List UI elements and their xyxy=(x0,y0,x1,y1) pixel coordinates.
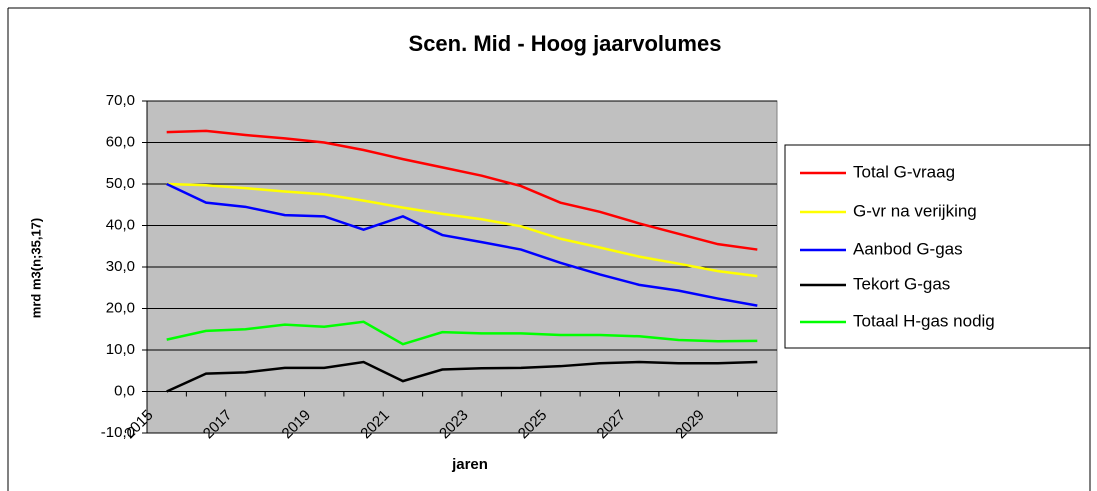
y-tick-label: 10,0 xyxy=(106,341,135,358)
y-tick-label: 60,0 xyxy=(106,133,135,150)
y-tick-label: 50,0 xyxy=(106,175,135,192)
y-tick-label: -10,0 xyxy=(101,424,135,441)
legend-label: Tekort G-gas xyxy=(853,274,950,293)
series-line xyxy=(166,182,758,307)
y-tick-label: 70,0 xyxy=(106,92,135,109)
series-line xyxy=(166,320,758,346)
legend-label: Aanbod G-gas xyxy=(853,239,963,258)
y-tick-label: 40,0 xyxy=(106,216,135,233)
x-axis-label: jaren xyxy=(451,456,488,473)
chart-title: Scen. Mid - Hoog jaarvolumes xyxy=(409,31,722,56)
y-tick-label: 20,0 xyxy=(106,299,135,316)
legend-label: Totaal H-gas nodig xyxy=(853,311,995,330)
series-line xyxy=(166,129,758,251)
legend-box xyxy=(784,144,1091,349)
y-axis-label: mrd m3(n;35,17) xyxy=(28,218,43,318)
series-line xyxy=(166,360,758,393)
y-tick-label: 30,0 xyxy=(106,258,135,275)
legend-label: Total G-vraag xyxy=(853,162,955,181)
y-tick-label: 0,0 xyxy=(114,382,135,399)
series-line xyxy=(166,182,758,278)
legend-label: G-vr na verijking xyxy=(853,201,977,220)
